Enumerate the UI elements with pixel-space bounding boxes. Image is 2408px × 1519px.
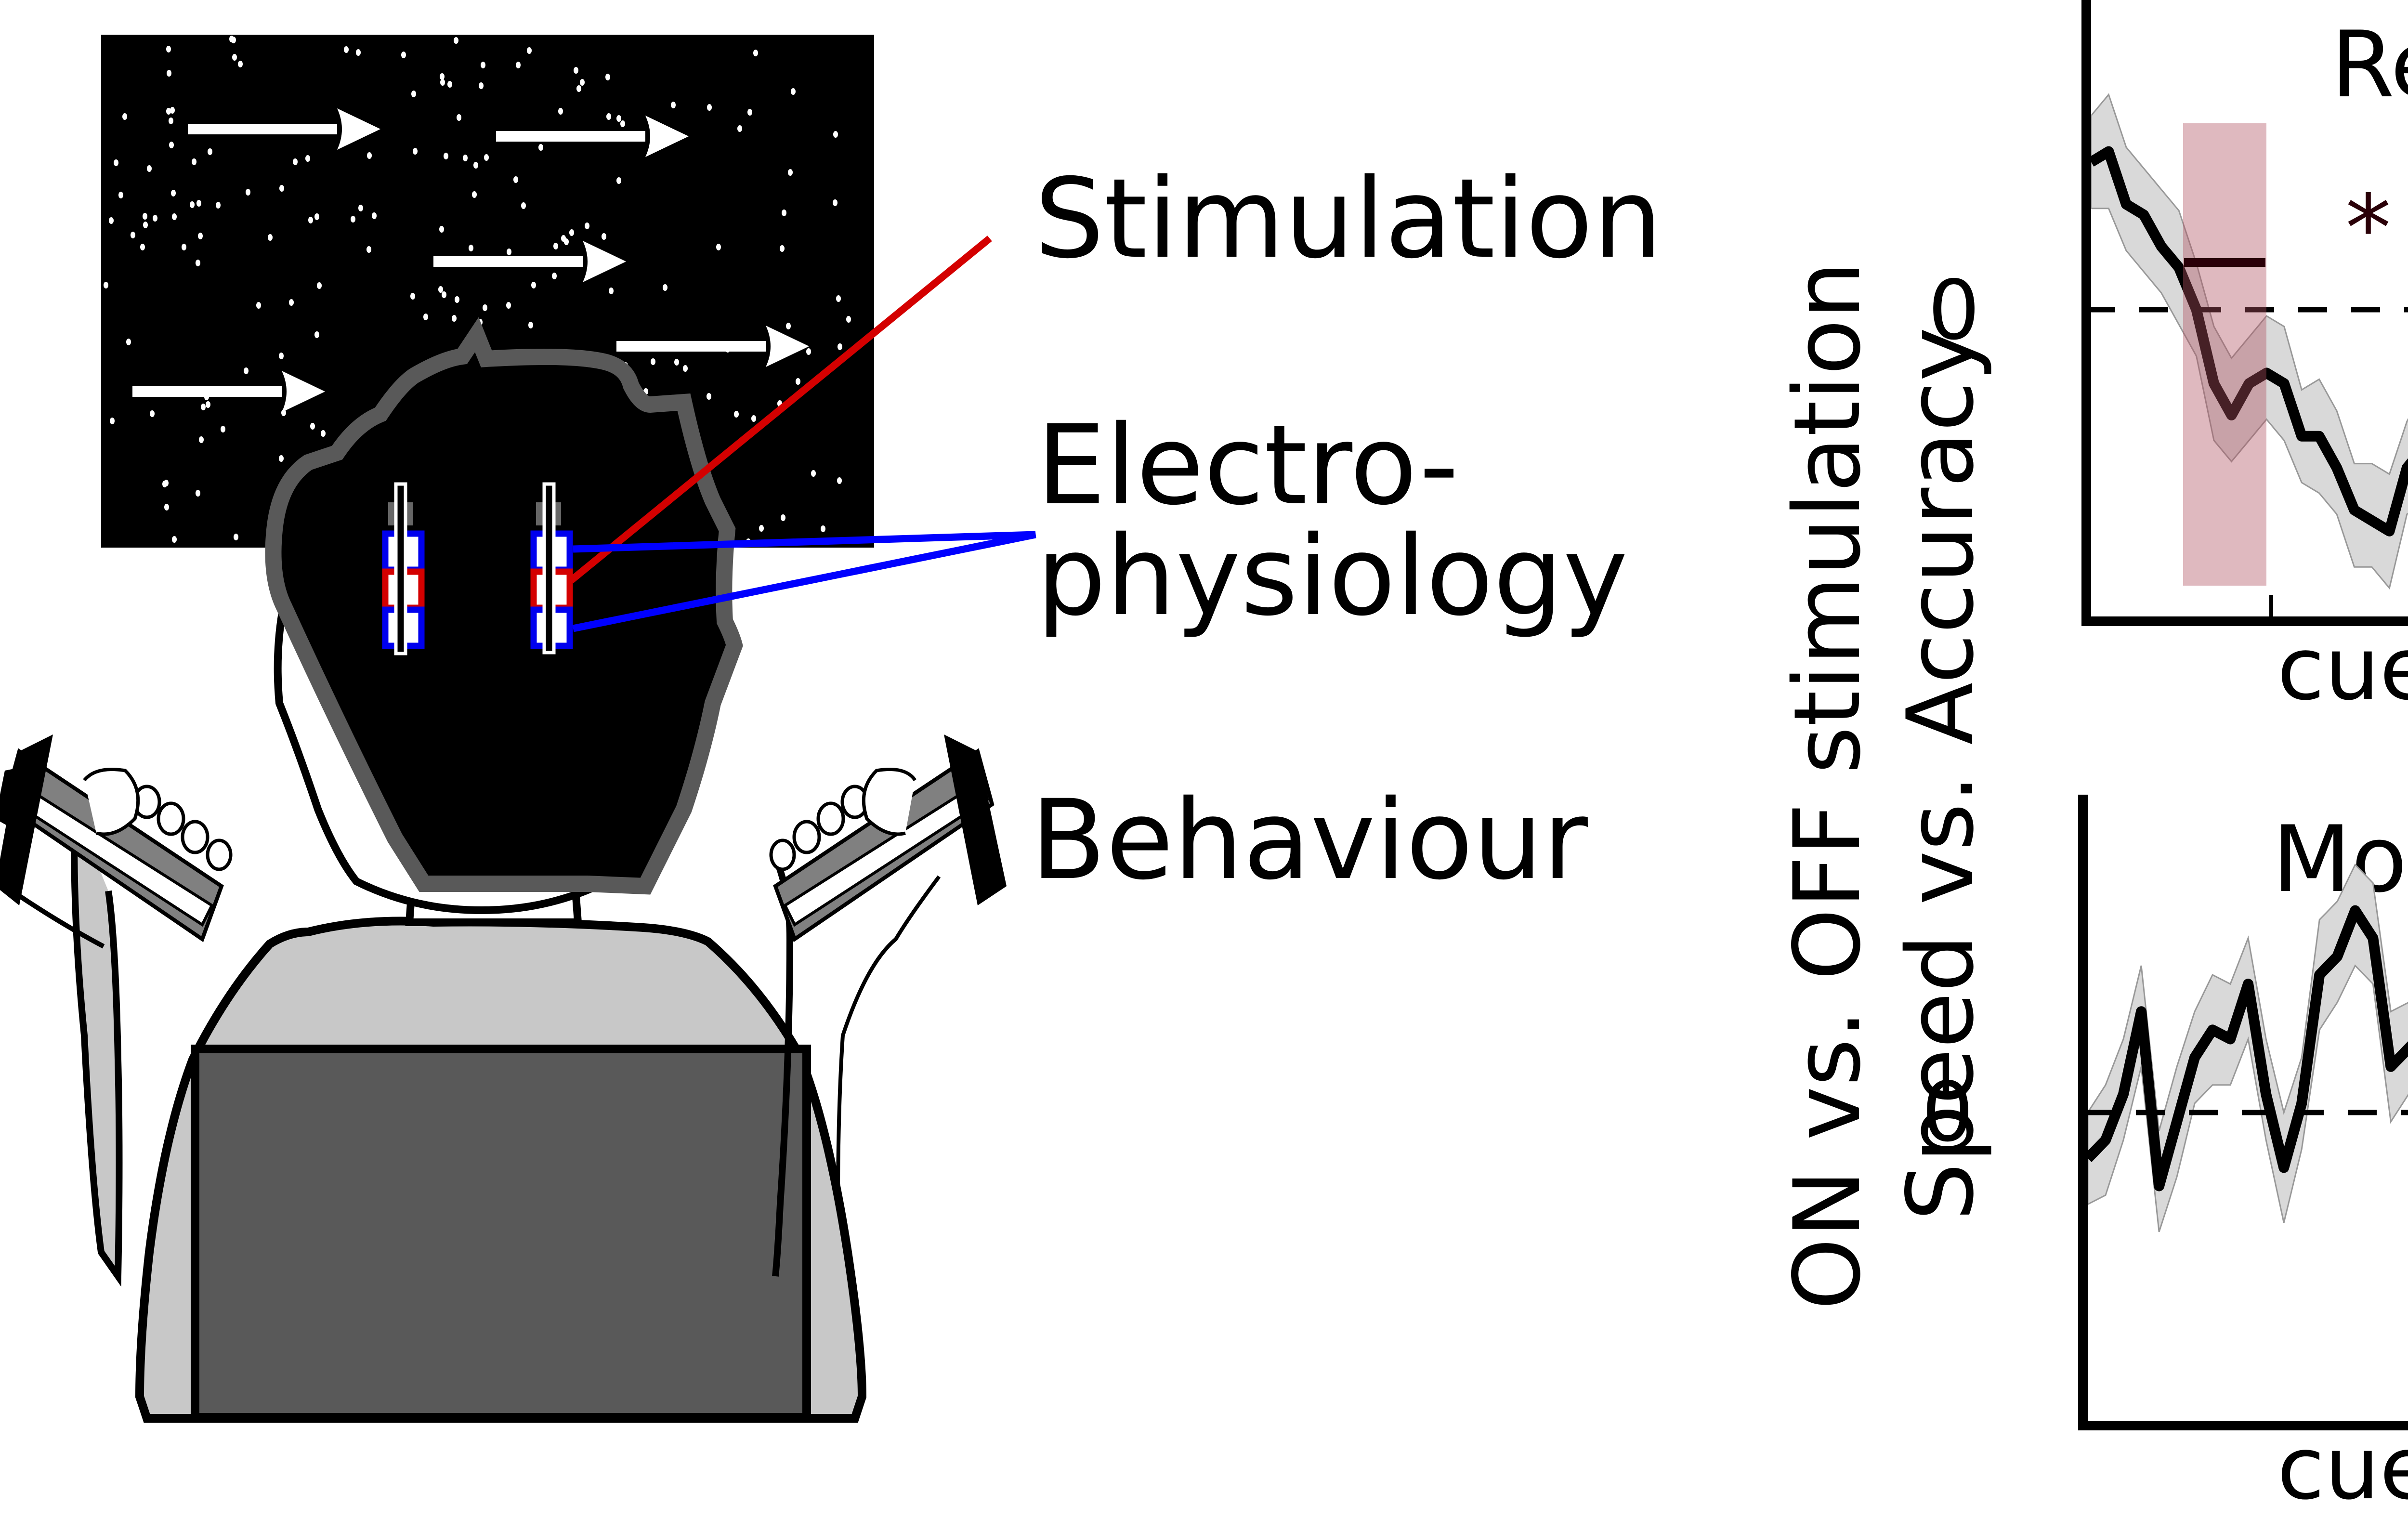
ytick-zero-bottom: 0 — [1922, 1065, 1974, 1160]
significance-bar-0 — [2184, 258, 2265, 267]
chart-title-reaction-time: Reaction time — [2331, 12, 2408, 118]
confidence-band-0 — [2090, 93, 2408, 590]
setup-illustration — [0, 35, 1036, 1423]
stimulation-connector — [569, 236, 992, 583]
xlabel-cue-onset-bottom: cue onset — [2277, 1418, 2408, 1519]
label-behaviour: Behaviour — [1031, 776, 1588, 904]
chair-back — [191, 1045, 811, 1422]
mean-line-0 — [2088, 146, 2408, 537]
significance-window-0 — [2183, 123, 2266, 586]
confidence-band-1 — [2087, 863, 2408, 1232]
electrode-left — [382, 482, 425, 655]
label-electrophysiology-line2: physiology — [1036, 512, 1628, 640]
ytick-zero-top: 0 — [1928, 263, 1980, 358]
electrode-right — [530, 482, 573, 655]
label-electrophysiology-line1: Electro- — [1036, 401, 1459, 529]
mean-line-1 — [2084, 905, 2408, 1192]
left-hand-controller — [0, 734, 233, 1287]
electrophysiology-connector — [572, 531, 1036, 632]
motion-direction-arrows — [132, 108, 809, 412]
label-stimulation: Stimulation — [1034, 155, 1662, 283]
chart-title-movement-time: Movement time — [2272, 806, 2408, 913]
xlabel-cue-onset-top: cue onset — [2277, 619, 2408, 720]
significance-asterisk-top: * — [2345, 175, 2391, 282]
right-hand-controller — [769, 734, 1007, 1277]
